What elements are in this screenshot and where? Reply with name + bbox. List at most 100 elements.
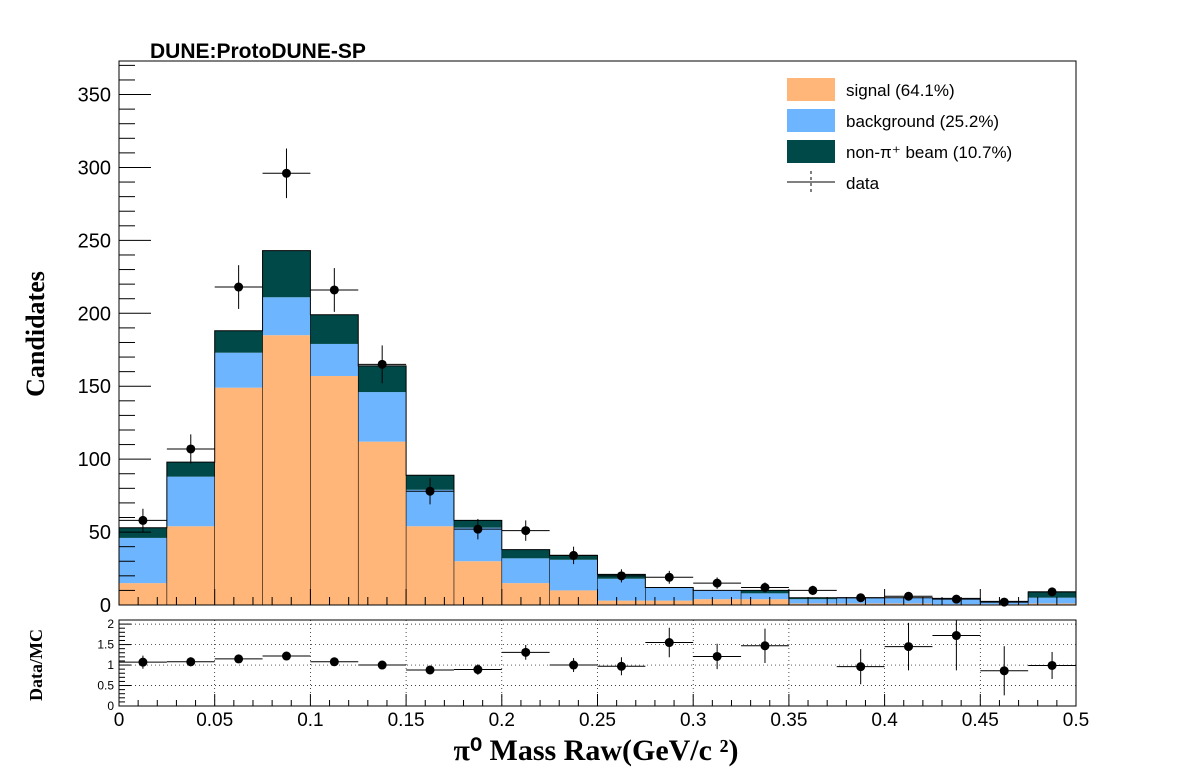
data-point (549, 546, 598, 565)
ratio-marker (904, 642, 914, 652)
x-tick-label: 0.4 (871, 710, 898, 731)
data-point (597, 569, 646, 583)
ratio-point (166, 657, 215, 667)
bar (884, 603, 933, 605)
bar (310, 343, 359, 377)
bar (119, 537, 167, 584)
data-point (166, 434, 215, 464)
x-tick-label: 0 (114, 710, 125, 731)
data-marker (329, 285, 339, 295)
ratio-y-axis: 0 0.5 1 1.5 2 (97, 617, 131, 713)
x-tick-label: 0.1 (297, 710, 323, 731)
ratio-point (501, 644, 550, 660)
y-tick-label: 0 (100, 595, 111, 617)
data-marker (904, 591, 914, 601)
bar (549, 590, 598, 605)
data-marker (760, 582, 770, 592)
bar (741, 599, 789, 605)
data-point (884, 591, 933, 601)
ratio-marker (616, 661, 626, 671)
bar (262, 297, 311, 336)
ratio-marker (473, 665, 483, 675)
bar (741, 593, 789, 600)
data-marker (521, 526, 531, 536)
ratio-point (884, 622, 933, 671)
ratio-point (980, 646, 1029, 696)
data-marker (856, 593, 866, 603)
bar (501, 549, 550, 559)
ratio-y-tick-label: 1 (107, 658, 114, 672)
ratio-y-tick-label: 1.5 (97, 638, 114, 652)
ratio-point (549, 658, 598, 673)
ratio-point (932, 620, 981, 671)
ratio-marker (951, 631, 961, 641)
bar (358, 392, 407, 442)
legend-item: background (25.2%) (787, 109, 999, 132)
x-tick-label: 0.45 (962, 710, 999, 731)
data-marker (234, 282, 244, 292)
data-point (788, 585, 837, 596)
series-0 (119, 335, 1076, 605)
ratio-marker (425, 665, 435, 675)
chart-title: DUNE:ProtoDUNE-SP (150, 40, 366, 63)
data-marker (951, 594, 961, 604)
x-axis-label: π⁰ Mass Raw(GeV/c ²) (454, 734, 739, 767)
ratio-marker (521, 647, 531, 657)
bar (501, 583, 550, 605)
data-marker (616, 571, 626, 581)
data-point (310, 268, 359, 312)
bar (166, 526, 215, 605)
ratio-point (406, 665, 454, 675)
ratio-points (119, 620, 1076, 696)
ratio-point (453, 664, 502, 675)
ratio-panel: 0 0.5 1 1.5 2 0 0.05 0.1 0.15 0.2 0.25 0.3 0.35 0.4 0.… (97, 617, 1089, 731)
y-tick-label: 100 (78, 449, 111, 471)
bar (549, 559, 598, 591)
bar (836, 603, 885, 605)
ratio-y-tick-label: 0 (107, 699, 114, 713)
ratio-marker (377, 660, 387, 670)
legend-label: background (25.2%) (846, 112, 999, 131)
data-point (119, 508, 167, 533)
ratio-point (358, 660, 407, 670)
data-marker (1047, 587, 1057, 597)
ratio-point (310, 657, 359, 667)
ratio-y-tick-label: 2 (107, 617, 114, 631)
data-points (119, 148, 1076, 607)
x-tick-label: 0.05 (196, 710, 233, 731)
bar (645, 587, 694, 601)
legend-swatch (787, 140, 835, 163)
ratio-point (119, 655, 167, 669)
ratio-point (262, 651, 311, 661)
y-tick-label: 250 (78, 230, 111, 252)
ratio-marker (664, 638, 674, 648)
legend-label: non-π⁺ beam (10.7%) (846, 143, 1012, 162)
bar (693, 590, 742, 600)
data-marker (473, 524, 483, 534)
data-marker (186, 444, 196, 454)
ratio-marker (569, 660, 579, 670)
data-marker (377, 359, 387, 369)
data-point (693, 577, 742, 589)
y-tick-label: 50 (89, 522, 111, 544)
x-tick-label: 0.35 (770, 710, 807, 731)
ratio-marker (999, 666, 1009, 676)
ratio-point (836, 649, 885, 685)
bar (310, 314, 359, 344)
legend: signal (64.1%) background (25.2%) non-π⁺ b… (787, 78, 1012, 193)
ratio-marker (760, 641, 770, 651)
bar (645, 600, 694, 605)
x-axis-main (118, 589, 1077, 605)
data-marker (712, 578, 722, 588)
data-point (1028, 587, 1076, 597)
legend-label: data (846, 174, 880, 193)
data-point (645, 570, 694, 584)
bar (597, 578, 646, 601)
legend-swatch (787, 78, 835, 101)
main-panel: 0 50 100 150 200 250 300 350 (78, 60, 1077, 617)
data-point (980, 597, 1029, 607)
ratio-point (1028, 651, 1076, 679)
x-tick-label: 0.25 (579, 710, 616, 731)
y-axis: 0 50 100 150 200 250 300 350 (78, 64, 151, 617)
bar (214, 330, 263, 353)
